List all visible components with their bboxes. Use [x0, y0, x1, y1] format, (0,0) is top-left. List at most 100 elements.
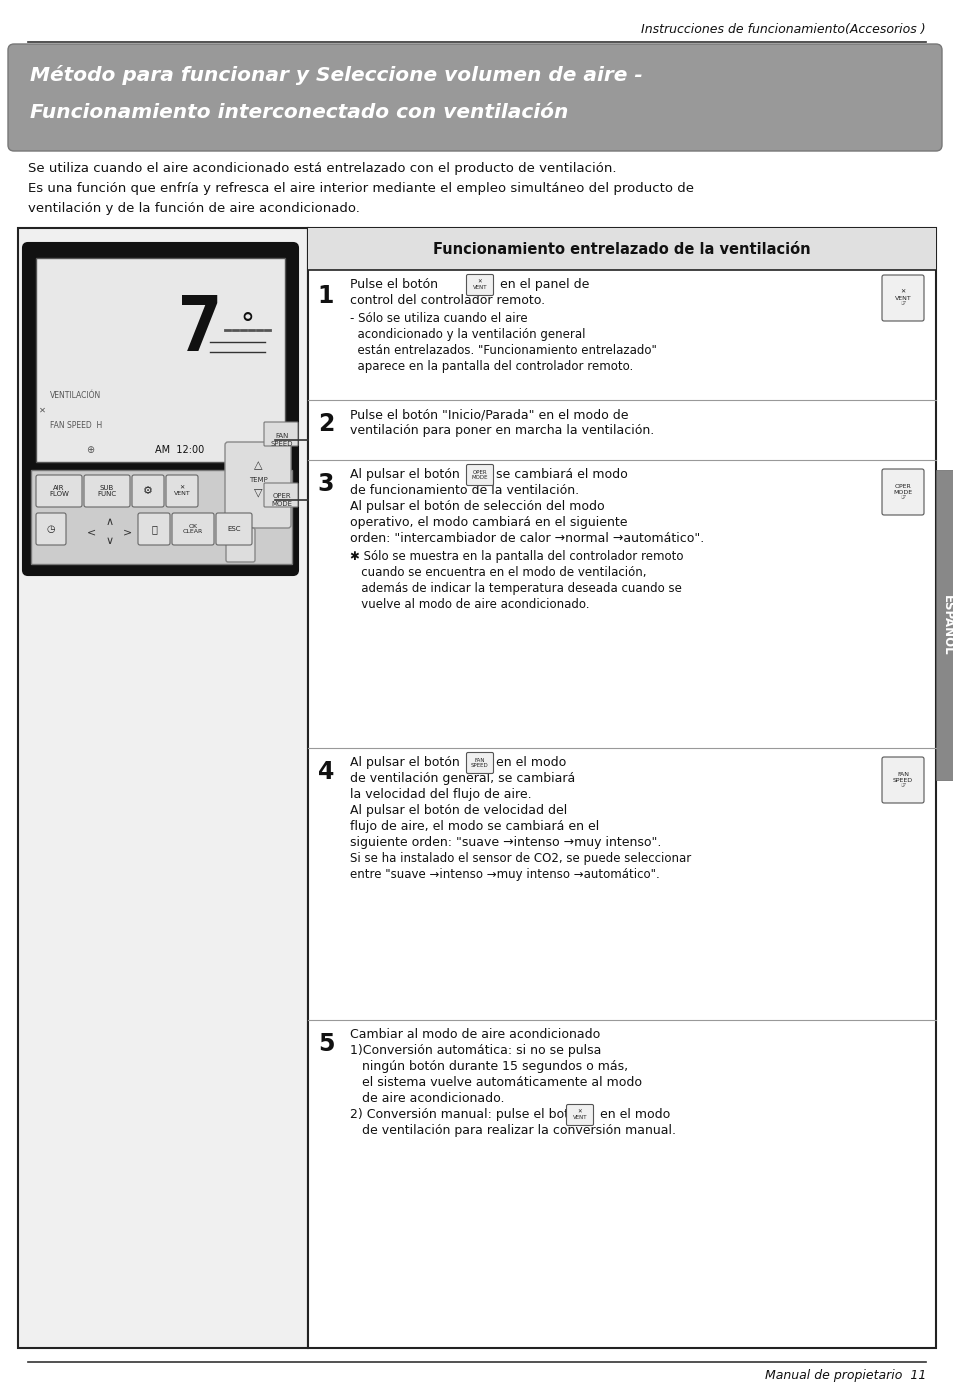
FancyBboxPatch shape — [264, 421, 297, 447]
Text: ESPAÑOL: ESPAÑOL — [940, 595, 952, 655]
Text: ▽: ▽ — [253, 487, 262, 497]
Text: 2) Conversión manual: pulse el botón: 2) Conversión manual: pulse el botón — [350, 1107, 584, 1121]
FancyBboxPatch shape — [18, 228, 308, 1348]
Text: ✕
VENT
☞: ✕ VENT ☞ — [894, 290, 910, 307]
Text: <: < — [88, 526, 96, 538]
Text: ⓪: ⓪ — [151, 524, 157, 533]
FancyBboxPatch shape — [466, 465, 493, 486]
FancyBboxPatch shape — [36, 475, 82, 507]
Text: ningún botón durante 15 segundos o más,: ningún botón durante 15 segundos o más, — [350, 1060, 627, 1072]
Text: orden: "intercambiador de calor →normal →automático".: orden: "intercambiador de calor →normal … — [350, 532, 703, 545]
Text: FAN
SPEED: FAN SPEED — [271, 434, 293, 447]
Text: FAN
SPEED: FAN SPEED — [471, 757, 488, 769]
FancyBboxPatch shape — [882, 757, 923, 804]
Text: acondicionado y la ventilación general: acondicionado y la ventilación general — [350, 328, 585, 342]
Text: OPER
MODE: OPER MODE — [471, 469, 488, 480]
Text: Pulse el botón: Pulse el botón — [350, 279, 437, 291]
Text: △: △ — [253, 461, 262, 470]
Text: Es una función que enfría y refresca el aire interior mediante el empleo simultá: Es una función que enfría y refresca el … — [28, 182, 693, 195]
Text: 7: 7 — [177, 293, 223, 367]
Text: el sistema vuelve automáticamente al modo: el sistema vuelve automáticamente al mod… — [350, 1077, 641, 1089]
Text: >: > — [123, 526, 132, 538]
FancyBboxPatch shape — [566, 1105, 593, 1126]
Text: ✱ Sólo se muestra en la pantalla del controlador remoto: ✱ Sólo se muestra en la pantalla del con… — [350, 550, 682, 563]
Text: siguiente orden: "suave →intenso →muy intenso".: siguiente orden: "suave →intenso →muy in… — [350, 836, 660, 848]
FancyBboxPatch shape — [225, 442, 291, 528]
Text: ⊕: ⊕ — [86, 445, 94, 455]
Text: OK
CLEAR: OK CLEAR — [183, 524, 203, 535]
Text: Manual de propietario  11: Manual de propietario 11 — [763, 1369, 925, 1383]
Text: ventilación y de la función de aire acondicionado.: ventilación y de la función de aire acon… — [28, 202, 359, 216]
Text: Pulse el botón "Inicio/Parada" en el modo de: Pulse el botón "Inicio/Parada" en el mod… — [350, 407, 628, 421]
Text: ✕
VENT: ✕ VENT — [173, 486, 191, 497]
Text: 3: 3 — [317, 472, 334, 496]
FancyBboxPatch shape — [264, 483, 297, 507]
Text: 4: 4 — [317, 760, 334, 784]
Text: cuando se encuentra en el modo de ventilación,: cuando se encuentra en el modo de ventil… — [350, 566, 646, 580]
Text: de ventilación general, se cambiará: de ventilación general, se cambiará — [350, 771, 575, 785]
Text: TEMP: TEMP — [249, 477, 267, 483]
Text: entre "suave →intenso →muy intenso →automático".: entre "suave →intenso →muy intenso →auto… — [350, 868, 659, 881]
FancyBboxPatch shape — [215, 512, 252, 545]
FancyBboxPatch shape — [132, 475, 164, 507]
FancyBboxPatch shape — [30, 470, 292, 564]
FancyBboxPatch shape — [84, 475, 130, 507]
Text: en el modo: en el modo — [596, 1107, 670, 1121]
FancyBboxPatch shape — [138, 512, 170, 545]
Text: FAN
SPEED
☞: FAN SPEED ☞ — [892, 771, 912, 788]
Text: vuelve al modo de aire acondicionado.: vuelve al modo de aire acondicionado. — [350, 598, 589, 610]
Text: SUB
FUNC: SUB FUNC — [97, 484, 116, 497]
Text: AM  12:00: AM 12:00 — [155, 445, 204, 455]
FancyBboxPatch shape — [935, 470, 953, 780]
Text: Funcionamiento interconectado con ventilación: Funcionamiento interconectado con ventil… — [30, 102, 568, 122]
Text: Método para funcionar y Seleccione volumen de aire -: Método para funcionar y Seleccione volum… — [30, 64, 642, 85]
FancyBboxPatch shape — [8, 43, 941, 151]
FancyBboxPatch shape — [23, 244, 297, 575]
Text: la velocidad del flujo de aire.: la velocidad del flujo de aire. — [350, 788, 531, 801]
FancyBboxPatch shape — [882, 469, 923, 515]
Text: Se utiliza cuando el aire acondicionado está entrelazado con el producto de vent: Se utiliza cuando el aire acondicionado … — [28, 162, 616, 175]
Text: 1: 1 — [317, 284, 334, 308]
Text: Al pulsar el botón de velocidad del: Al pulsar el botón de velocidad del — [350, 804, 567, 818]
Text: ✕: ✕ — [38, 406, 46, 414]
FancyBboxPatch shape — [172, 512, 213, 545]
Text: aparece en la pantalla del controlador remoto.: aparece en la pantalla del controlador r… — [350, 360, 633, 372]
Text: Instrucciones de funcionamiento(Accesorios ): Instrucciones de funcionamiento(Accesori… — [640, 24, 925, 36]
Text: ⚙: ⚙ — [143, 486, 152, 496]
Text: ∧: ∧ — [106, 517, 114, 526]
FancyBboxPatch shape — [36, 258, 285, 462]
Text: de funcionamiento de la ventilación.: de funcionamiento de la ventilación. — [350, 484, 578, 497]
Text: Al pulsar el botón: Al pulsar el botón — [350, 756, 459, 769]
FancyBboxPatch shape — [308, 228, 935, 270]
Text: °: ° — [240, 311, 253, 339]
Text: ✕
VENT: ✕ VENT — [572, 1110, 587, 1120]
FancyBboxPatch shape — [166, 475, 198, 507]
Text: Al pulsar el botón de selección del modo: Al pulsar el botón de selección del modo — [350, 500, 604, 512]
Text: de ventilación para realizar la conversión manual.: de ventilación para realizar la conversi… — [350, 1124, 676, 1137]
Text: flujo de aire, el modo se cambiará en el: flujo de aire, el modo se cambiará en el — [350, 820, 598, 833]
Text: 5: 5 — [317, 1032, 334, 1056]
Text: se cambiará el modo: se cambiará el modo — [496, 468, 627, 482]
Text: 1)Conversión automática: si no se pulsa: 1)Conversión automática: si no se pulsa — [350, 1044, 600, 1057]
FancyBboxPatch shape — [882, 274, 923, 321]
Text: ESC: ESC — [227, 526, 240, 532]
FancyBboxPatch shape — [466, 274, 493, 295]
Text: de aire acondicionado.: de aire acondicionado. — [350, 1092, 504, 1105]
Text: ◷: ◷ — [47, 524, 55, 533]
Text: AIR
FLOW: AIR FLOW — [49, 484, 69, 497]
FancyBboxPatch shape — [36, 512, 66, 545]
FancyBboxPatch shape — [466, 753, 493, 773]
Text: control del controlador remoto.: control del controlador remoto. — [350, 294, 544, 307]
Text: operativo, el modo cambiará en el siguiente: operativo, el modo cambiará en el siguie… — [350, 517, 627, 529]
Text: Si se ha instalado el sensor de CO2, se puede seleccionar: Si se ha instalado el sensor de CO2, se … — [350, 853, 691, 865]
FancyBboxPatch shape — [226, 528, 254, 561]
Text: están entrelazados. "Funcionamiento entrelazado": están entrelazados. "Funcionamiento entr… — [350, 344, 657, 357]
FancyBboxPatch shape — [308, 228, 935, 1348]
Text: ventilación para poner en marcha la ventilación.: ventilación para poner en marcha la vent… — [350, 424, 654, 437]
Text: OPER
MODE
☞: OPER MODE ☞ — [893, 484, 912, 500]
Text: Al pulsar el botón: Al pulsar el botón — [350, 468, 459, 482]
Text: ✕
VENT: ✕ VENT — [473, 280, 487, 290]
Text: 2: 2 — [317, 412, 334, 435]
Text: VENTILACIÓN: VENTILACIÓN — [50, 391, 101, 399]
Text: OPER
MODE: OPER MODE — [272, 494, 293, 507]
